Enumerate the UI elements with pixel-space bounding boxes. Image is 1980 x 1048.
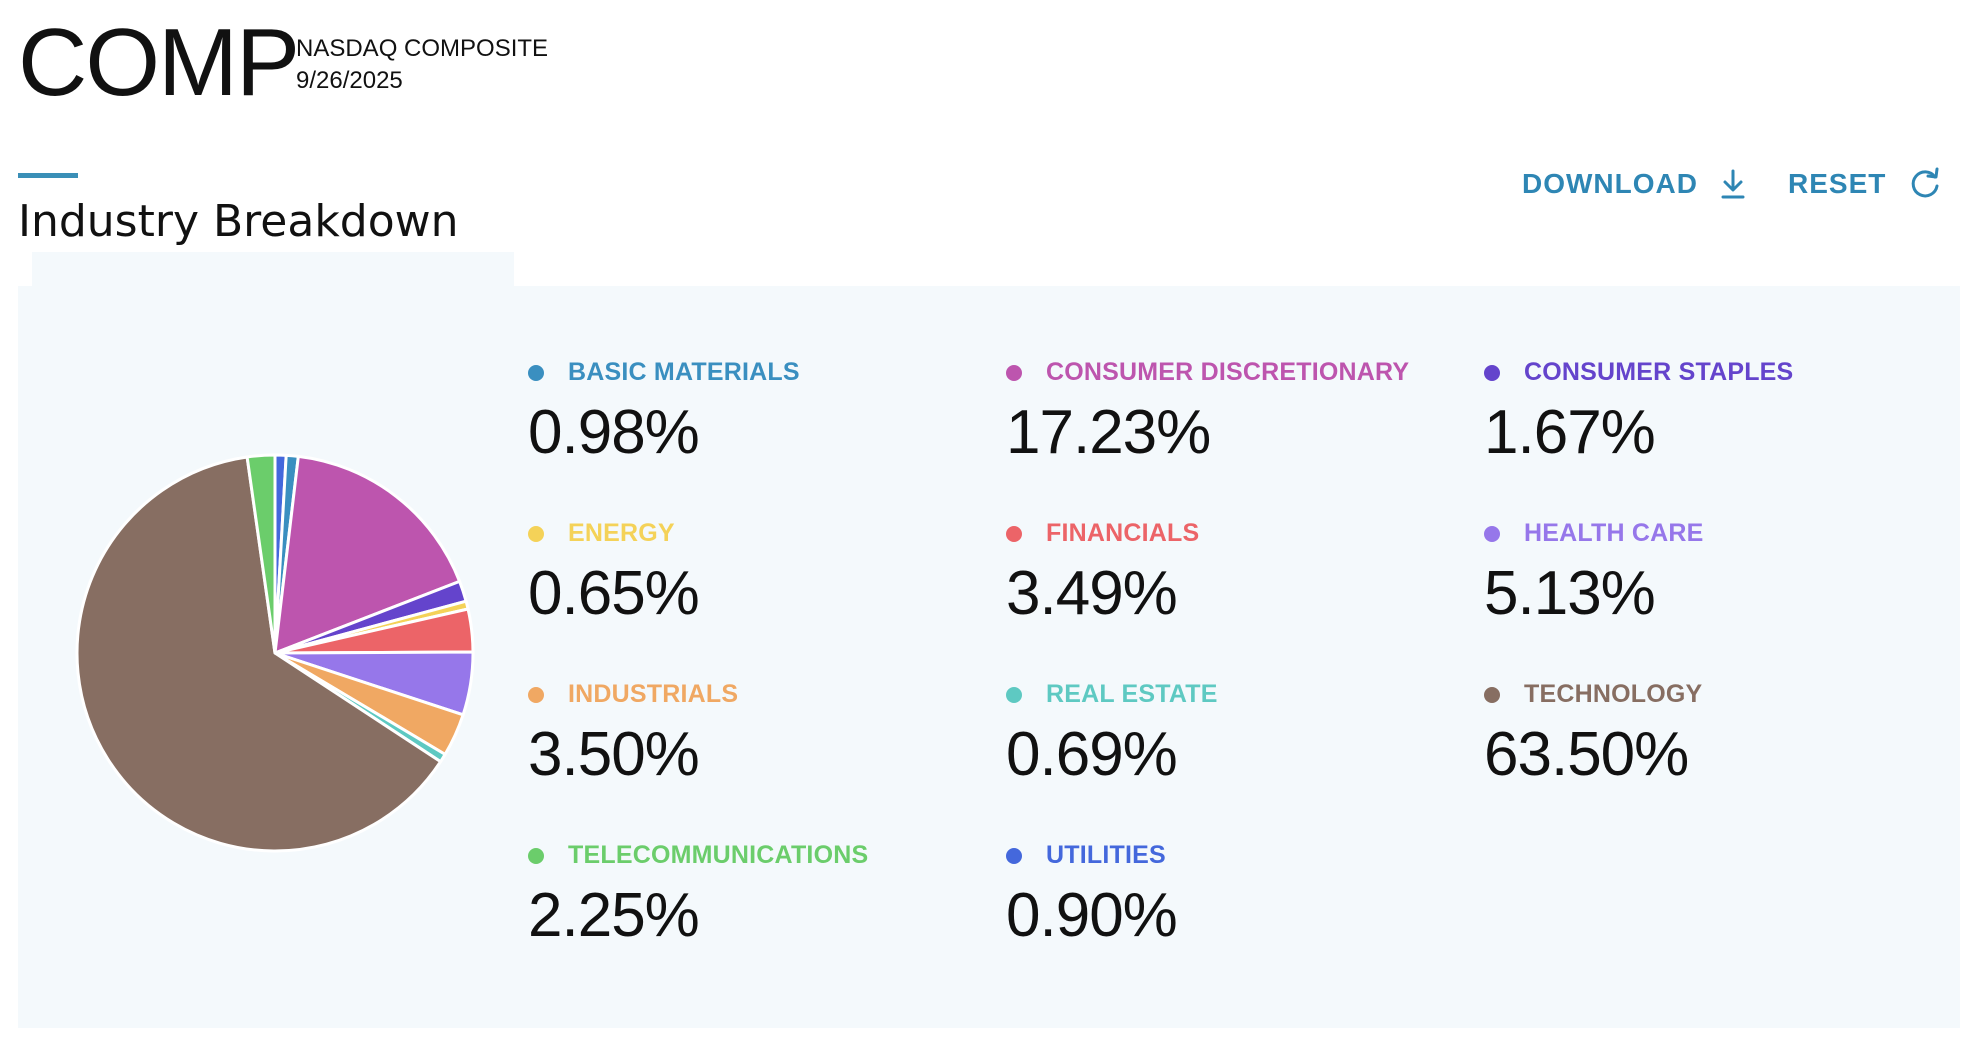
legend-value: 3.50% [528,720,700,789]
legend-dot [1006,848,1022,864]
legend-item-technology[interactable]: TECHNOLOGY 63.50% [1484,676,1924,826]
legend-value: 0.98% [528,398,700,467]
legend-item-energy[interactable]: ENERGY 0.65% [528,515,968,665]
legend-label: CONSUMER DISCRETIONARY [1046,358,1410,386]
legend-value: 0.90% [1006,881,1178,950]
legend-dot [1006,365,1022,381]
legend-dot [1484,526,1500,542]
legend-item-health-care[interactable]: HEALTH CARE 5.13% [1484,515,1924,665]
pie-chart [70,448,480,858]
legend-item-utilities[interactable]: UTILITIES 0.90% [1006,837,1446,987]
legend-item-consumer-discretionary[interactable]: CONSUMER DISCRETIONARY 17.23% [1006,354,1446,504]
refresh-icon [1908,167,1942,201]
legend-dot [528,687,544,703]
legend-value: 17.23% [1006,398,1211,467]
legend-label: HEALTH CARE [1524,519,1704,547]
legend-value: 5.13% [1484,559,1656,628]
pie-slice-telecommunications[interactable] [245,453,277,655]
legend-value: 0.65% [528,559,700,628]
legend-value: 2.25% [528,881,700,950]
legend-label: CONSUMER STAPLES [1524,358,1794,386]
legend-item-consumer-staples[interactable]: CONSUMER STAPLES 1.67% [1484,354,1924,504]
legend-dot [528,365,544,381]
legend-dot [528,848,544,864]
legend-label: BASIC MATERIALS [568,358,800,386]
legend-label: FINANCIALS [1046,519,1200,547]
download-label: DOWNLOAD [1522,168,1698,199]
legend-dot [1006,526,1022,542]
reset-button[interactable]: RESET [1788,163,1942,205]
legend-item-basic-materials[interactable]: BASIC MATERIALS 0.98% [528,354,968,504]
legend-value: 1.67% [1484,398,1656,467]
legend-dot [1484,687,1500,703]
index-date: 9/26/2025 [296,67,403,94]
legend-item-industrials[interactable]: INDUSTRIALS 3.50% [528,676,968,826]
section-title: Industry Breakdown [18,196,459,247]
index-name: NASDAQ COMPOSITE [296,35,549,62]
legend-item-real-estate[interactable]: REAL ESTATE 0.69% [1006,676,1446,826]
legend-label: TECHNOLOGY [1524,680,1703,708]
panel-tab-strip [32,252,514,292]
legend-dot [1484,365,1500,381]
pie-slice-consumer-discretionary[interactable] [273,454,462,655]
legend-value: 3.49% [1006,559,1178,628]
legend-value: 0.69% [1006,720,1178,789]
download-icon [1720,168,1746,200]
pie-slice-technology[interactable] [75,455,443,853]
legend-dot [528,526,544,542]
legend-item-telecommunications[interactable]: TELECOMMUNICATIONS 2.25% [528,837,968,987]
reset-label: RESET [1788,168,1887,199]
section-accent-line [18,173,78,178]
ticker-symbol: COMP [18,9,300,116]
legend-label: ENERGY [568,519,675,547]
legend-label: UTILITIES [1046,841,1166,869]
legend-label: INDUSTRIALS [568,680,739,708]
download-button[interactable]: DOWNLOAD [1522,163,1746,205]
legend-label: TELECOMMUNICATIONS [568,841,869,869]
legend-label: REAL ESTATE [1046,680,1218,708]
legend-value: 63.50% [1484,720,1689,789]
legend-dot [1006,687,1022,703]
legend-item-financials[interactable]: FINANCIALS 3.49% [1006,515,1446,665]
